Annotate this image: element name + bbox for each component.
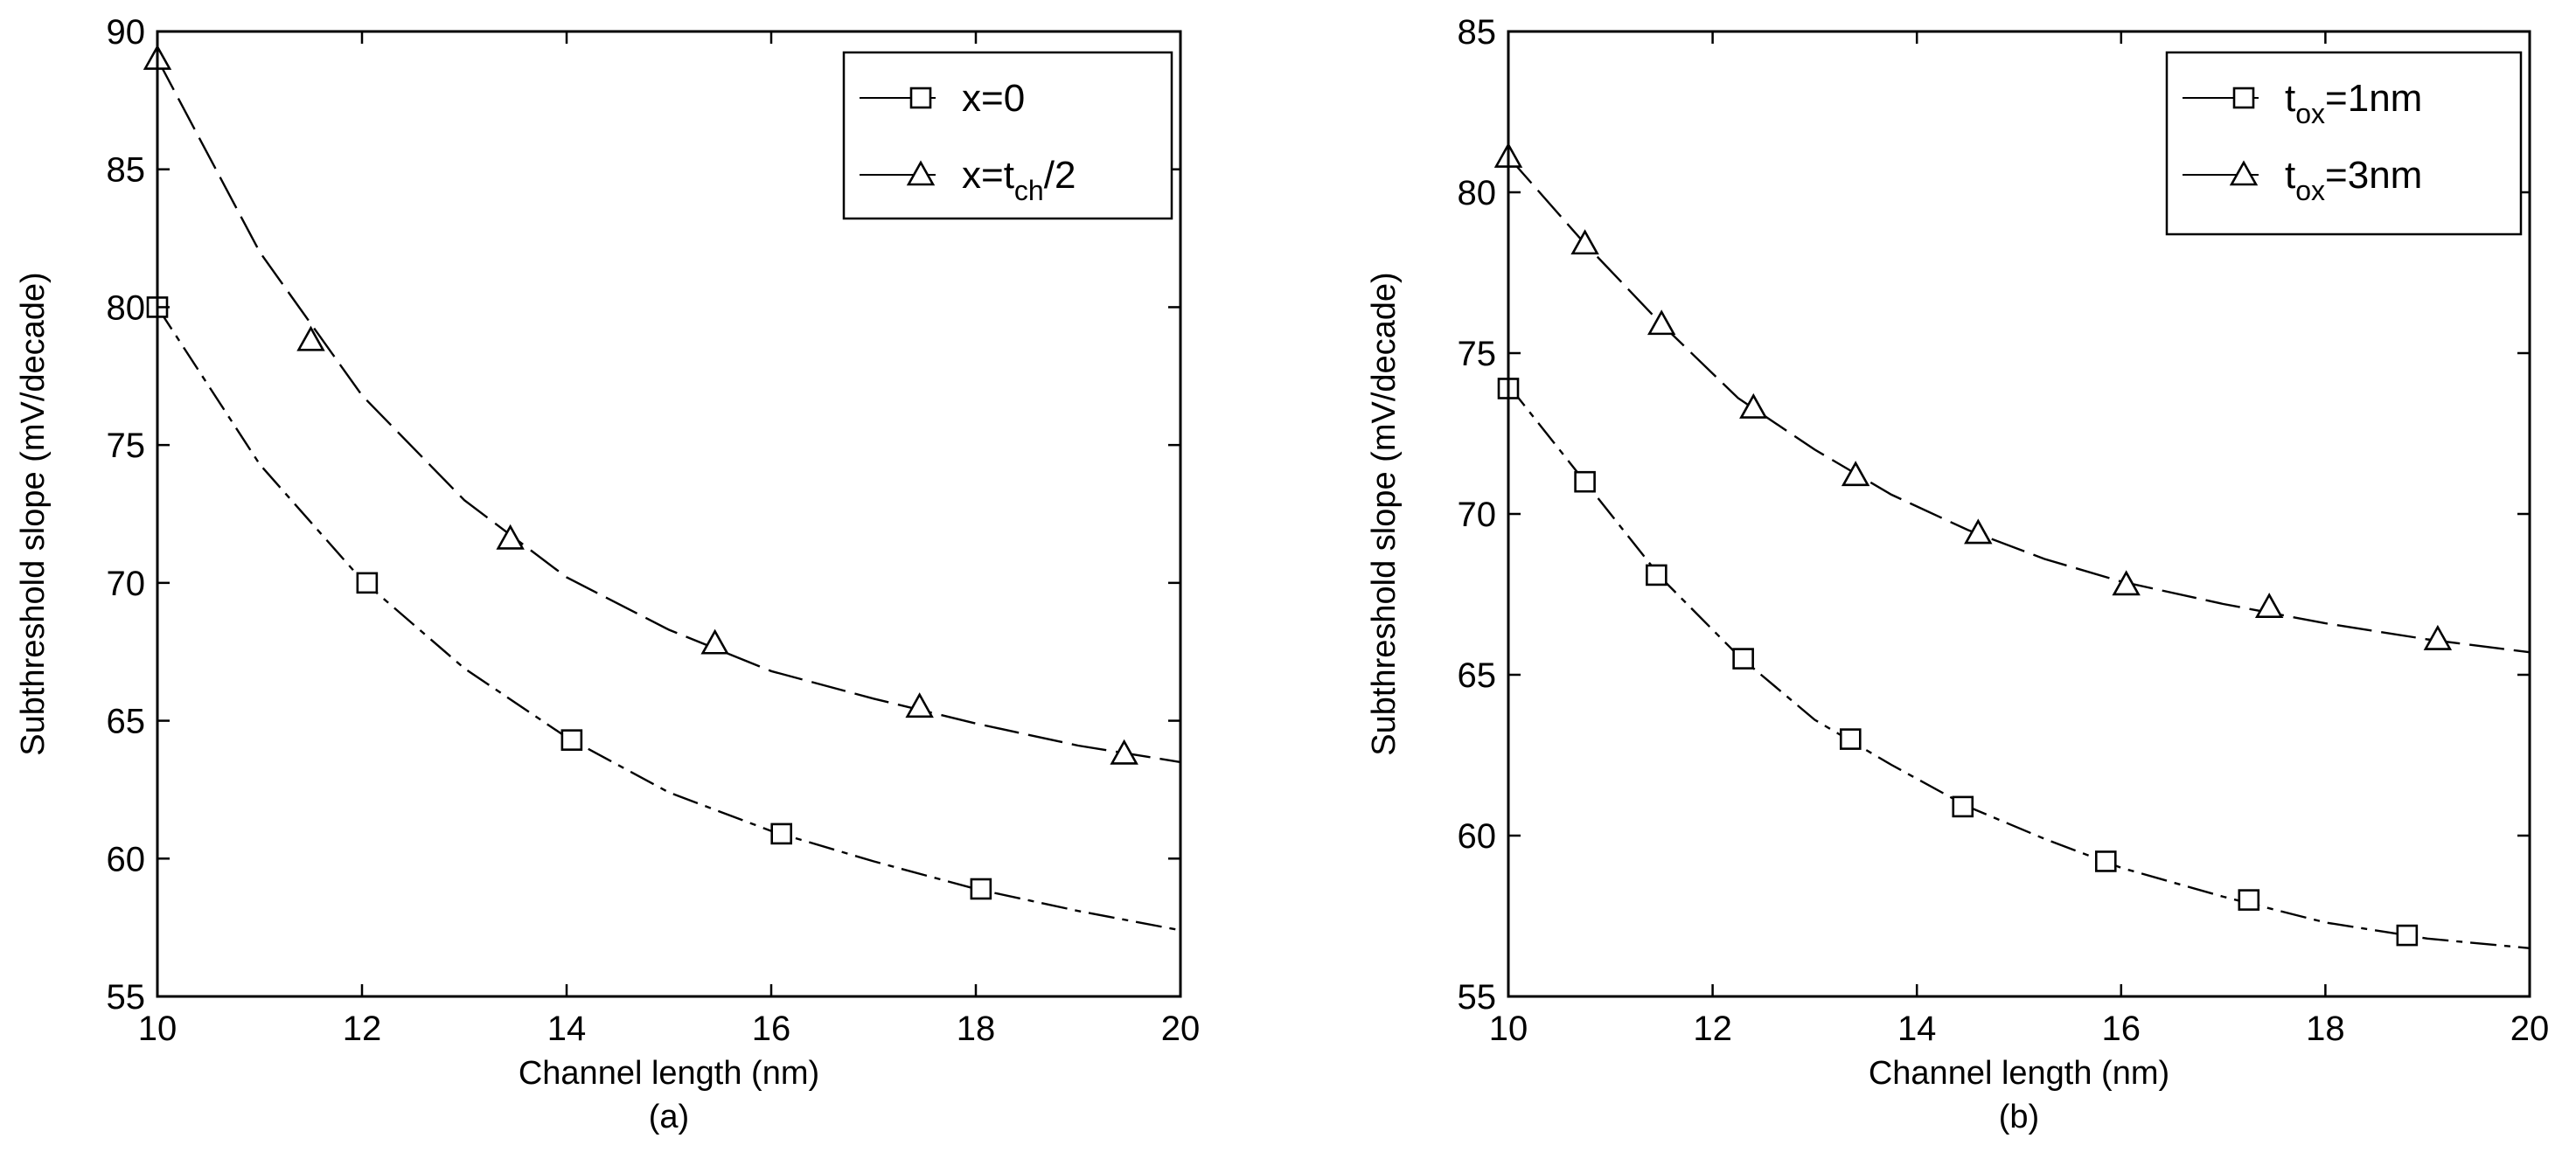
y-axis-label: Subthreshold slope (mV/decade)	[1366, 272, 1403, 755]
y-tick-label: 65	[1458, 656, 1497, 695]
data-point-series-2	[2112, 570, 2141, 596]
y-tick-label: 70	[1458, 496, 1497, 534]
legend-box	[2165, 51, 2523, 236]
data-point-series-2	[700, 628, 729, 655]
data-point-series-1	[2094, 850, 2117, 872]
x-tick-label: 18	[957, 1010, 996, 1048]
data-point-series-1	[1732, 648, 1754, 670]
data-point-series-2	[905, 692, 934, 718]
legend-label-text: t	[2285, 154, 2295, 197]
y-tick-label: 85	[1458, 13, 1497, 52]
series-line-1	[1507, 385, 2531, 949]
x-tick-label: 12	[343, 1010, 382, 1048]
data-point-series-2	[2423, 624, 2453, 650]
data-point-series-2	[1964, 518, 1993, 545]
x-tick-label: 20	[2510, 1010, 2550, 1048]
y-tick-label: 65	[107, 703, 146, 741]
data-point-series-1	[970, 878, 992, 900]
legend-label-text: x=0	[962, 77, 1025, 120]
legend-label-text: x=t	[962, 154, 1014, 197]
legend: x=0 x=tch/2	[842, 51, 1173, 220]
data-point-series-2	[496, 524, 525, 550]
panel-label: (b)	[1999, 1099, 2039, 1135]
data-point-series-1	[2238, 889, 2260, 911]
y-tick-label: 70	[107, 565, 146, 603]
y-tick-label: 75	[107, 427, 146, 465]
y-tick-label: 90	[107, 13, 146, 52]
data-point-series-2	[1110, 739, 1138, 765]
plot-frame	[156, 30, 1182, 998]
legend-box	[842, 51, 1173, 220]
data-point-series-1	[1839, 728, 1862, 750]
data-point-series-1	[770, 822, 793, 845]
data-point-series-1	[2396, 924, 2419, 947]
legend-label-text: t	[2285, 77, 2295, 120]
data-point-series-2	[1570, 229, 1599, 255]
data-point-series-1	[1646, 564, 1667, 586]
y-tick-label: 80	[107, 288, 146, 327]
x-tick-label: 16	[752, 1010, 791, 1048]
data-point-series-1	[560, 729, 583, 751]
legend-label: x=0	[962, 77, 1025, 120]
data-point-series-1	[1952, 795, 1974, 818]
data-point-series-2	[1841, 461, 1870, 487]
legend-marker	[2232, 87, 2255, 109]
x-tick-label: 12	[1693, 1010, 1732, 1048]
series-line-1	[156, 306, 1181, 932]
x-tick-label: 14	[547, 1010, 587, 1048]
data-point-series-2	[2254, 593, 2284, 619]
series-line-2	[156, 58, 1181, 764]
x-tick-label: 20	[1161, 1010, 1201, 1048]
legend-marker	[906, 160, 936, 186]
chart-panel-a: 10 12 14 16 18 20 55 60 65 70 75 80 85 90 Channel leng…	[15, 13, 1200, 1135]
y-tick-label: 75	[1458, 335, 1497, 373]
legend-label-tail: =1nm	[2325, 77, 2422, 120]
legend-label-tail: /2	[1044, 154, 1076, 197]
y-tick-label: 85	[107, 151, 146, 190]
x-axis-label: Channel length (nm)	[1869, 1055, 2169, 1092]
legend-marker	[2229, 160, 2259, 186]
x-tick-label: 14	[1897, 1010, 1937, 1048]
x-tick-label: 16	[2102, 1010, 2141, 1048]
x-tick-label: 10	[1489, 1010, 1528, 1048]
data-point-series-2	[1739, 392, 1768, 419]
legend-label-tail: =3nm	[2325, 154, 2422, 197]
legend-label-subscript: ox	[2295, 175, 2325, 206]
data-point-series-2	[296, 325, 325, 351]
y-tick-label: 60	[1458, 817, 1497, 856]
y-tick-label: 55	[107, 978, 146, 1017]
y-axis-label: Subthreshold slope (mV/decade)	[15, 272, 52, 755]
legend-marker	[909, 87, 932, 109]
legend-label: tox=1nm	[2285, 77, 2422, 129]
data-point-series-2	[1647, 309, 1676, 336]
panel-label: (a)	[649, 1099, 689, 1135]
legend-label: tox=3nm	[2285, 154, 2422, 206]
y-tick-label: 80	[1458, 174, 1497, 212]
data-point-series-1	[1574, 470, 1596, 493]
legend-label-subscript: ch	[1014, 175, 1044, 206]
x-tick-label: 10	[138, 1010, 178, 1048]
x-tick-label: 18	[2306, 1010, 2345, 1048]
legend-label: x=tch/2	[962, 154, 1076, 206]
y-tick-label: 55	[1458, 978, 1497, 1017]
chart-panel-b: 10 12 14 16 18 20 55 60 65 70 75 80 85 Channel length…	[1366, 13, 2549, 1135]
x-axis-label: Channel length (nm)	[519, 1055, 819, 1092]
y-tick-label: 60	[107, 840, 146, 878]
legend-label-subscript: ox	[2295, 98, 2325, 129]
data-point-series-1	[356, 572, 379, 594]
